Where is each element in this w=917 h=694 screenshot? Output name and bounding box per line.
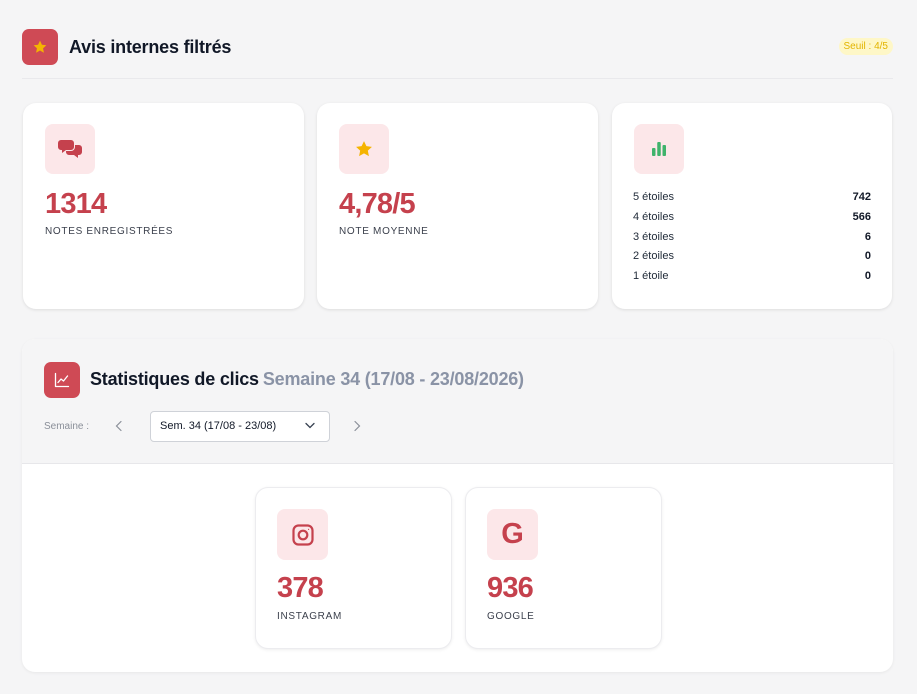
total-ratings-value: 1314	[45, 188, 107, 220]
star-icon	[339, 124, 389, 174]
star-icon	[22, 29, 58, 65]
distribution-row: 1 étoile 0	[633, 270, 871, 290]
distribution-label: 2 étoiles	[633, 250, 674, 263]
page-header: Avis internes filtrés Seuil : 4/5	[22, 29, 893, 65]
average-rating-value: 4,78/5	[339, 188, 416, 220]
click-stats-title: Statistiques de clics Semaine 34 (17/08 -…	[90, 369, 524, 390]
bar-chart-icon	[634, 124, 684, 174]
google-clicks-label: GOOGLE	[487, 611, 535, 622]
next-week-button[interactable]	[351, 418, 363, 434]
distribution-row: 5 étoiles 742	[633, 191, 871, 211]
chevron-right-icon	[354, 420, 361, 432]
chevron-down-icon	[305, 422, 315, 429]
distribution-count: 0	[864, 250, 871, 263]
click-stats-section: Statistiques de clics Semaine 34 (17/08 -…	[22, 339, 893, 672]
line-chart-icon	[44, 362, 80, 398]
distribution-row: 3 étoiles 6	[633, 231, 871, 251]
total-ratings-label: NOTES ENREGISTRÉES	[45, 226, 174, 237]
distribution-label: 5 étoiles	[633, 191, 674, 203]
click-stats-header: Statistiques de clics Semaine 34 (17/08 -…	[22, 339, 893, 464]
chat-bubbles-icon	[45, 124, 95, 174]
google-glyph: G	[501, 518, 524, 550]
distribution-count: 0	[864, 270, 871, 283]
header-divider	[22, 78, 893, 79]
week-select-value: Sem. 34 (17/08 - 23/08)	[160, 420, 277, 432]
click-stats-subtitle: Semaine 34 (17/08 - 23/08/2026)	[262, 369, 524, 389]
total-ratings-card: 1314 NOTES ENREGISTRÉES	[23, 103, 304, 309]
distribution-list: 5 étoiles 742 4 étoiles 566 3 étoiles 6 …	[633, 191, 871, 290]
distribution-row: 2 étoiles 0	[633, 250, 871, 270]
google-clicks-card: G 936 GOOGLE	[465, 487, 662, 649]
distribution-label: 3 étoiles	[633, 230, 674, 243]
previous-week-button[interactable]	[113, 418, 125, 434]
instagram-icon	[277, 509, 328, 560]
instagram-clicks-card: 378 INSTAGRAM	[255, 487, 452, 649]
distribution-count: 566	[852, 210, 871, 223]
google-clicks-value: 936	[487, 572, 534, 604]
week-select[interactable]: Sem. 34 (17/08 - 23/08)	[150, 411, 330, 442]
average-rating-label: NOTE MOYENNE	[339, 226, 429, 237]
distribution-count: 6	[864, 230, 871, 243]
distribution-label: 4 étoiles	[633, 210, 674, 223]
rating-distribution-card: 5 étoiles 742 4 étoiles 566 3 étoiles 6 …	[612, 103, 892, 309]
threshold-badge: Seuil : 4/5	[838, 38, 893, 55]
distribution-row: 4 étoiles 566	[633, 211, 871, 231]
google-icon: G	[487, 509, 538, 560]
chevron-left-icon	[115, 420, 122, 432]
click-stats-title-text: Statistiques de clics	[90, 369, 259, 389]
page-title: Avis internes filtrés	[69, 37, 232, 57]
week-label: Semaine :	[44, 421, 90, 432]
instagram-clicks-label: INSTAGRAM	[277, 611, 343, 622]
distribution-count: 742	[852, 191, 871, 203]
distribution-label: 1 étoile	[633, 270, 669, 283]
average-rating-card: 4,78/5 NOTE MOYENNE	[317, 103, 598, 309]
instagram-clicks-value: 378	[277, 572, 324, 604]
